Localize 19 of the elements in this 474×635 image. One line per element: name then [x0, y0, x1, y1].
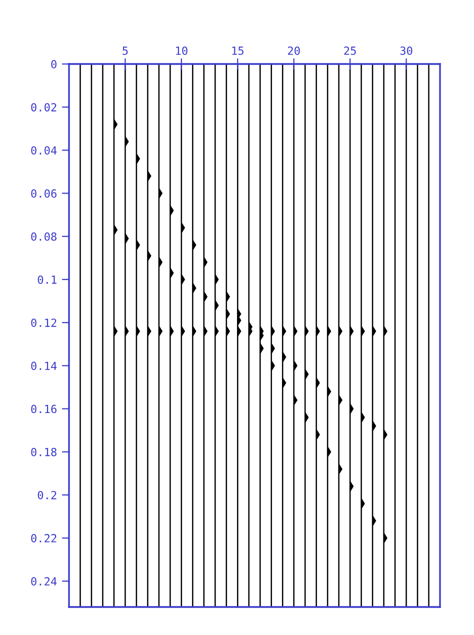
x-tick-label: 20 — [288, 46, 300, 55]
y-tick-label: 0.14 — [31, 362, 57, 370]
x-tick-label: 30 — [400, 46, 412, 55]
y-tick-label: 0.04 — [31, 146, 57, 155]
y-tick-label: 0.24 — [31, 577, 57, 586]
y-tick-label: 0.08 — [31, 232, 56, 241]
y-tick-label: 0.22 — [31, 534, 56, 542]
x-tick-label: 10 — [176, 46, 188, 55]
x-tick-label: 5 — [122, 46, 128, 55]
y-tick-label: 0 — [51, 60, 56, 68]
y-tick-label: 0.12 — [31, 318, 56, 327]
y-tick-label: 0.06 — [31, 189, 56, 198]
y-tick-label: 0.2 — [38, 490, 56, 500]
y-tick-label: 0.1 — [38, 275, 56, 284]
y-tick-label: 0.18 — [31, 448, 56, 456]
y-tick-label: 0.16 — [31, 404, 56, 414]
y-tick-label: 0.02 — [31, 103, 56, 112]
x-tick-label: 25 — [344, 46, 356, 55]
x-tick-label: 15 — [232, 46, 244, 55]
